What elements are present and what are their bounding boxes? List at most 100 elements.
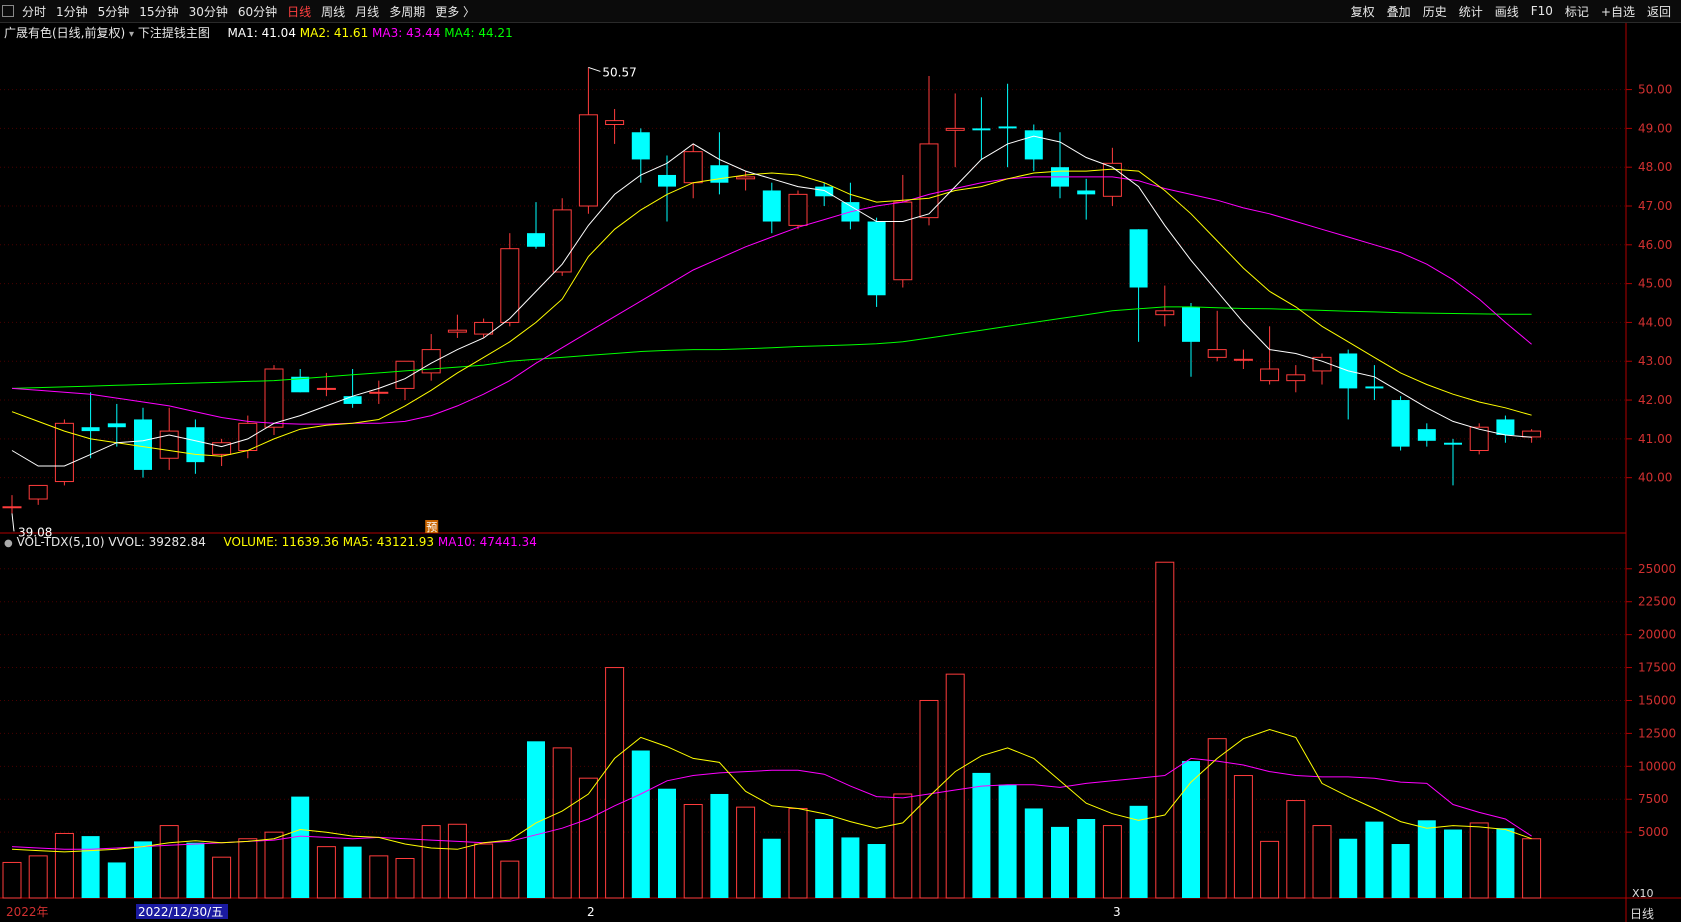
volume-bar bbox=[238, 838, 258, 899]
volume-bar bbox=[1051, 826, 1069, 898]
candle-body bbox=[1260, 368, 1280, 382]
candle-body bbox=[945, 127, 965, 131]
period-tab[interactable]: 周线 bbox=[321, 4, 346, 19]
volume-bar bbox=[1339, 838, 1358, 898]
candle-body bbox=[291, 376, 310, 393]
toolbar-button[interactable]: 复权 bbox=[1350, 4, 1375, 19]
volume-bar bbox=[1417, 820, 1436, 898]
high-label: 50.57 bbox=[602, 65, 636, 79]
candle bbox=[1024, 124, 1043, 172]
candle-body bbox=[527, 233, 545, 247]
volume-tick-label: 7500 bbox=[1638, 792, 1669, 806]
candle bbox=[2, 495, 22, 514]
tool-buttons: 复权 叠加 历史 统计 画线 F10 标记 +自选 返回 bbox=[1345, 0, 1677, 22]
period-tab[interactable]: 1分钟 bbox=[56, 4, 88, 19]
candle-body bbox=[683, 151, 703, 184]
candle-body bbox=[605, 120, 625, 126]
price-tick-label: 40.00 bbox=[1638, 471, 1672, 485]
ma3-line bbox=[11, 176, 1532, 425]
date-highlight bbox=[136, 904, 228, 919]
candle-body bbox=[998, 126, 1017, 129]
toolbar-button[interactable]: 历史 bbox=[1422, 4, 1447, 19]
volume-bar bbox=[54, 832, 74, 899]
candle-body bbox=[1077, 190, 1096, 195]
period-tab[interactable]: 30分钟 bbox=[188, 4, 228, 19]
volume-bar bbox=[134, 841, 152, 898]
volume-bar bbox=[500, 860, 520, 899]
candle bbox=[1522, 429, 1542, 443]
candle-body bbox=[788, 193, 808, 226]
toolbar-button[interactable]: F10 bbox=[1530, 4, 1553, 18]
price-tick-label: 44.00 bbox=[1638, 315, 1672, 329]
price-tick-label: 42.00 bbox=[1638, 393, 1672, 407]
dropdown-icon[interactable]: ▾ bbox=[129, 29, 135, 40]
toolbar-button[interactable]: 统计 bbox=[1458, 4, 1483, 19]
period-toolbar: 分时 1分钟 5分钟 15分钟 30分钟 60分钟 日线 周线 月线 多周期 更多 〉 复权 叠加 历史… bbox=[0, 0, 1681, 23]
ma2-line bbox=[11, 168, 1532, 457]
toolbar-button[interactable]: 标记 bbox=[1564, 4, 1589, 19]
candle-body bbox=[238, 422, 258, 452]
toolbar-button[interactable]: 画线 bbox=[1494, 4, 1519, 19]
period-tab[interactable]: 15分钟 bbox=[139, 4, 179, 19]
period-tabs: 分时 1分钟 5分钟 15分钟 30分钟 60分钟 日线 周线 月线 多周期 更多 〉 bbox=[0, 0, 480, 22]
forecast-badge bbox=[425, 520, 439, 533]
collapse-icon[interactable]: ● bbox=[4, 538, 13, 549]
volume-bar bbox=[710, 793, 729, 898]
volume-bar bbox=[1496, 828, 1515, 898]
candle-body bbox=[1024, 130, 1043, 160]
x10-label: X10 bbox=[1632, 887, 1654, 900]
indicator-name[interactable]: 下注提钱主图 bbox=[137, 26, 210, 40]
candle-body bbox=[447, 329, 467, 333]
candle-body bbox=[552, 209, 572, 273]
low-pointer bbox=[11, 513, 15, 532]
volume-bar bbox=[1129, 805, 1148, 898]
volume-bar bbox=[1207, 738, 1227, 899]
volume-bar bbox=[474, 843, 494, 899]
candle bbox=[369, 380, 389, 404]
volume-tick-label: 17500 bbox=[1638, 661, 1676, 675]
toolbar-button[interactable]: +自选 bbox=[1600, 4, 1635, 19]
candle-body bbox=[1496, 419, 1515, 435]
volume-bar bbox=[945, 673, 965, 899]
candle-body bbox=[28, 484, 48, 500]
volume-tick-label: 20000 bbox=[1638, 628, 1676, 642]
candle bbox=[1391, 396, 1410, 451]
candle-body bbox=[500, 248, 520, 323]
volume-bar bbox=[316, 846, 336, 899]
candle-body bbox=[631, 132, 650, 160]
volume-bar bbox=[1024, 808, 1043, 898]
volume-indicator-name[interactable]: VOL-TDX(5,10) bbox=[16, 535, 105, 549]
period-tab[interactable]: 多周期 bbox=[389, 4, 426, 19]
price-tick-label: 49.00 bbox=[1638, 121, 1672, 135]
candle-body bbox=[264, 368, 284, 428]
period-tab[interactable]: 更多 〉 bbox=[435, 4, 476, 19]
candle bbox=[81, 392, 100, 459]
candle-body bbox=[134, 419, 152, 470]
candle bbox=[552, 198, 572, 276]
toolbar-button[interactable]: 叠加 bbox=[1386, 4, 1411, 19]
period-tab[interactable]: 分时 bbox=[22, 4, 47, 19]
candle-body bbox=[867, 221, 886, 296]
volume-tick-label: 5000 bbox=[1638, 825, 1669, 839]
candle bbox=[1155, 285, 1175, 327]
ma3-value: MA3: 43.44 bbox=[372, 26, 441, 40]
volume-bar bbox=[736, 806, 756, 899]
volume-bar bbox=[107, 862, 126, 898]
candle bbox=[1339, 349, 1358, 420]
x-axis-label: 2022年 bbox=[6, 905, 49, 919]
period-tab[interactable]: 5分钟 bbox=[97, 4, 130, 19]
kline-chart[interactable]: 40.00 41.00 42.00 43.00 44.00 45.00 46.00 47.00… bbox=[0, 23, 1681, 922]
candle-body bbox=[1365, 386, 1384, 389]
period-tab[interactable]: 日线 bbox=[287, 4, 312, 19]
volume-bar bbox=[1312, 825, 1332, 899]
price-tick-label: 47.00 bbox=[1638, 199, 1672, 213]
price-tick-label: 50.00 bbox=[1638, 83, 1672, 97]
volume-bar bbox=[1522, 838, 1542, 899]
menu-icon[interactable] bbox=[2, 5, 14, 17]
candle bbox=[186, 419, 205, 474]
period-tab[interactable]: 60分钟 bbox=[237, 4, 278, 19]
candle bbox=[291, 369, 310, 393]
toolbar-button[interactable]: 返回 bbox=[1646, 4, 1671, 19]
vvol-value: VVOL: 39282.84 bbox=[108, 535, 206, 549]
period-tab[interactable]: 月线 bbox=[355, 4, 380, 19]
